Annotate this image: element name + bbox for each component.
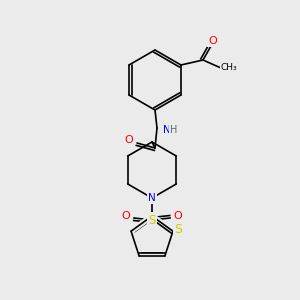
Text: N: N (163, 125, 171, 135)
Text: O: O (122, 211, 130, 221)
Text: CH₃: CH₃ (221, 64, 237, 73)
Text: O: O (124, 135, 134, 145)
Text: S: S (174, 223, 182, 236)
Text: S: S (148, 214, 156, 226)
Text: O: O (208, 36, 217, 46)
Text: O: O (174, 211, 182, 221)
Text: H: H (170, 125, 178, 135)
Text: N: N (148, 193, 156, 203)
